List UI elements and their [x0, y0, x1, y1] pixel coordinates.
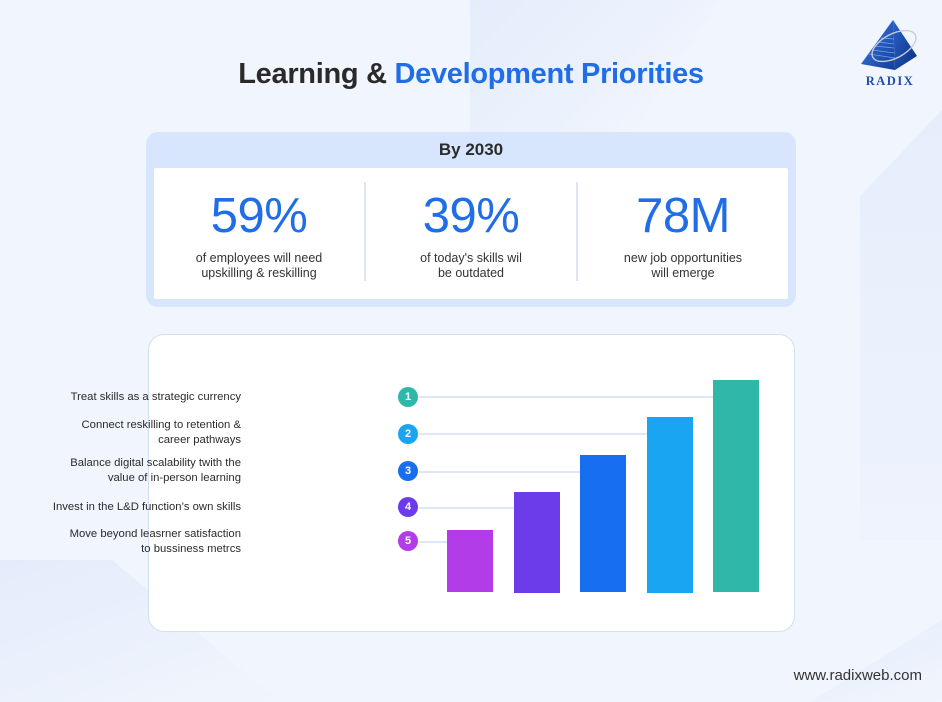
priority-label-line: career pathways	[158, 433, 241, 446]
stat-description: of employees will need upskilling & resk…	[196, 251, 322, 280]
leader-line-2	[419, 433, 647, 435]
stat-employees-upskilling: 59% of employees will need upskilling & …	[154, 168, 364, 299]
stat-value: 39%	[422, 189, 520, 243]
stats-body: 59% of employees will need upskilling & …	[154, 168, 788, 299]
stat-description: of today's skills wil be outdated	[420, 251, 522, 280]
priority-label-line: Connect reskilling to retention &	[81, 419, 242, 431]
stat-description-line: will emerge	[651, 265, 715, 280]
stat-divider	[576, 182, 578, 281]
priority-label-line: to bussiness metrcs	[141, 542, 241, 555]
bar-priority-2	[647, 417, 693, 593]
leader-line-4	[419, 507, 514, 509]
background-decoration	[810, 620, 942, 702]
stat-description: new job opportunities will emerge	[624, 251, 742, 280]
title-part-accent: Development Priorities	[394, 58, 704, 90]
leader-line-3	[419, 471, 580, 473]
stat-description-line: new job opportunities	[623, 251, 743, 265]
radix-logo: RADIX	[855, 18, 925, 90]
page-title: Learning & Development Priorities	[0, 58, 942, 91]
priority-badge-1: 1	[398, 387, 418, 407]
background-decoration	[860, 110, 942, 540]
priority-label-line: Move beyond leasrner satisfaction	[69, 528, 241, 540]
priority-badge-5: 5	[398, 531, 418, 551]
website-url: www.radixweb.com	[793, 667, 922, 684]
bar-priority-5	[447, 530, 493, 592]
logo-text: RADIX	[865, 74, 915, 88]
bar-priority-1	[713, 380, 759, 592]
title-part-dark: Learning &	[238, 58, 395, 90]
priority-badge-4: 4	[398, 497, 418, 517]
stats-header: By 2030	[438, 140, 504, 159]
stat-divider	[364, 182, 366, 281]
leader-line-1	[419, 396, 713, 398]
priority-label-line: value of in-person learning	[107, 471, 241, 484]
priorities-chart-card: 1 2 3 4 5 Treat skills as a strategic cu…	[53, 334, 795, 632]
priority-label-2: Connect reskilling to retention & career…	[1, 418, 242, 447]
bar-priority-3	[580, 455, 626, 592]
stat-value: 78M	[636, 189, 730, 243]
stat-description-line: upskilling & reskilling	[201, 265, 317, 280]
stat-description-line: of today's skills wil	[420, 251, 522, 265]
priority-badge-3: 3	[398, 461, 418, 481]
stat-description-line: of employees will need	[195, 251, 323, 265]
priority-label-line: Balance digital scalability twith the	[70, 457, 241, 469]
pyramid-logo-icon	[861, 20, 917, 70]
bar-priority-4	[514, 492, 560, 593]
stat-description-line: be outdated	[437, 265, 505, 280]
stat-value: 59%	[210, 189, 308, 243]
stats-card: By 2030 59% of employees will need upski…	[146, 132, 796, 307]
priority-label-5: Move beyond leasrner satisfaction to bus…	[1, 527, 241, 556]
leader-line-5	[419, 541, 447, 543]
priority-label-1: Treat skills as a strategic currency	[1, 390, 241, 405]
priority-badge-2: 2	[398, 424, 418, 444]
stat-new-jobs: 78M new job opportunities will emerge	[578, 168, 788, 299]
stat-skills-outdated: 39% of today's skills wil be outdated	[366, 168, 576, 299]
priority-label-line: Treat skills as a strategic currency	[70, 391, 241, 403]
priority-label-4: Invest in the L&D function’s own skills	[1, 500, 241, 515]
priority-label-line: Invest in the L&D function’s own skills	[52, 501, 241, 513]
priority-label-3: Balance digital scalability twith the va…	[1, 456, 241, 485]
